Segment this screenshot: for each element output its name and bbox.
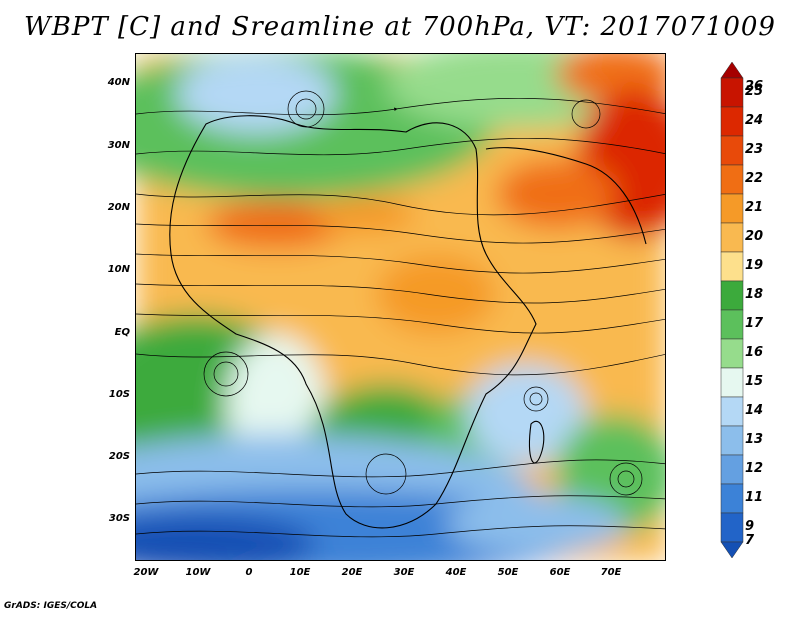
- latitude-label: 20S: [108, 451, 130, 462]
- longitude-label: 60E: [549, 567, 571, 578]
- colorbar-top-arrow: [720, 62, 744, 79]
- colorbar-segment: [720, 512, 744, 543]
- map-panel: [135, 53, 666, 561]
- latitude-label: 10S: [108, 389, 130, 400]
- colorbar-label: 14: [745, 402, 764, 418]
- colorbar-bottom-arrow: [720, 541, 744, 558]
- temperature-field: [136, 54, 665, 560]
- colorbar-segment: [720, 396, 744, 427]
- colorbar-label: 16: [745, 344, 764, 360]
- colorbar-segment: [720, 193, 744, 224]
- longitude-label: 30E: [393, 567, 415, 578]
- colorbar-segment: [720, 309, 744, 340]
- longitude-label: 20W: [133, 567, 159, 578]
- colorbar-segment: [720, 222, 744, 253]
- credit-text: GrADS: IGES/COLA: [4, 601, 98, 611]
- colorbar-label: 21: [745, 199, 764, 215]
- latitude-label: 30N: [107, 140, 130, 151]
- map-title: WBPT [C] and Sreamline at 700hPa, VT: 20…: [24, 12, 776, 42]
- colorbar-segment: [720, 164, 744, 195]
- colorbar-segment: [720, 77, 744, 108]
- colorbar-segment: [720, 135, 744, 166]
- colorbar-segment: [720, 251, 744, 282]
- colorbar-label: 12: [745, 460, 764, 476]
- latitude-label: EQ: [114, 327, 130, 338]
- longitude-label: 0: [245, 567, 253, 578]
- colorbar-label: 15: [745, 373, 764, 389]
- latitude-label: 40N: [107, 77, 130, 88]
- longitude-label: 20E: [341, 567, 363, 578]
- latitude-label: 10N: [107, 264, 130, 275]
- colorbar-segment: [720, 483, 744, 514]
- colorbar-label: 18: [745, 286, 764, 302]
- longitude-label: 10E: [289, 567, 311, 578]
- coastlines: [169, 115, 647, 529]
- colorbar-label: 17: [745, 315, 764, 331]
- latitude-label: 20N: [107, 202, 130, 213]
- longitude-label: 40E: [445, 567, 467, 578]
- longitude-label: 10W: [185, 567, 211, 578]
- colorbar-label: 25: [745, 83, 764, 99]
- colorbar-label: 11: [745, 489, 764, 505]
- colorbar-segment: [720, 425, 744, 456]
- colorbar-label: 19: [745, 257, 764, 273]
- colorbar-label: 23: [745, 141, 764, 157]
- colorbar-label: 13: [745, 431, 764, 447]
- colorbar-label: 9: [745, 518, 755, 534]
- wbpt-streamline-map: [136, 54, 665, 560]
- colorbar-segment: [720, 338, 744, 369]
- colorbar: [720, 62, 744, 558]
- colorbar-label: 7: [745, 533, 755, 548]
- colorbar-segment: [720, 367, 744, 398]
- colorbar-label: 22: [745, 170, 764, 186]
- longitude-label: 50E: [497, 567, 519, 578]
- longitude-label: 70E: [600, 567, 622, 578]
- colorbar-segment: [720, 106, 744, 137]
- colorbar-label: 24: [745, 112, 764, 128]
- colorbar-segment: [720, 454, 744, 485]
- latitude-label: 30S: [108, 513, 130, 524]
- colorbar-label: 26: [745, 79, 764, 94]
- colorbar-segment: [720, 280, 744, 311]
- colorbar-label: 20: [745, 228, 764, 244]
- streamlines: [136, 90, 665, 538]
